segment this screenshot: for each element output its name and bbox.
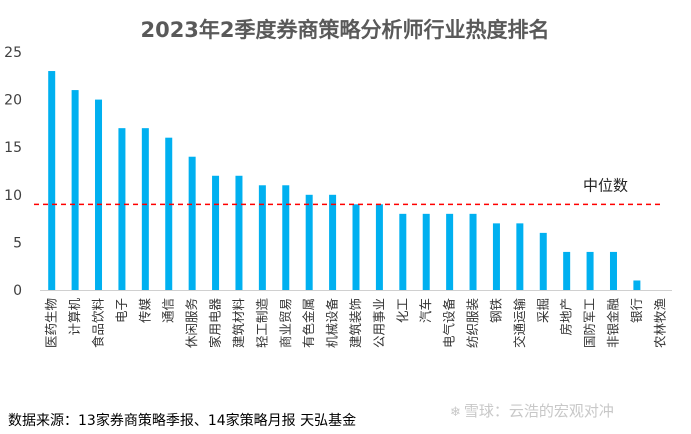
y-tick-label: 10 bbox=[4, 188, 22, 204]
bar bbox=[609, 251, 617, 290]
snowball-logo-icon: ❄ bbox=[450, 405, 461, 420]
x-category-label: 钢铁 bbox=[488, 298, 503, 324]
bar bbox=[141, 128, 149, 290]
bar bbox=[258, 185, 266, 290]
x-category-label: 汽车 bbox=[418, 298, 433, 323]
x-category-label: 建筑装饰 bbox=[348, 298, 363, 348]
y-tick-label: 0 bbox=[13, 283, 22, 299]
bar bbox=[539, 232, 547, 290]
x-category-label: 商业贸易 bbox=[278, 298, 293, 348]
x-category-label: 公用事业 bbox=[371, 298, 386, 348]
chart-title: 2023年2季度券商策略分析师行业热度排名 bbox=[140, 18, 549, 42]
y-tick-label: 25 bbox=[4, 45, 22, 61]
x-category-label: 食品饮料 bbox=[91, 298, 106, 349]
x-category-label: 纺织服装 bbox=[465, 298, 480, 348]
bar bbox=[352, 204, 360, 290]
bar bbox=[422, 213, 430, 290]
bar bbox=[305, 194, 313, 290]
bar-series bbox=[48, 71, 641, 290]
y-tick-label: 5 bbox=[13, 235, 22, 251]
x-category-label: 农林牧渔 bbox=[652, 298, 667, 348]
bar bbox=[633, 280, 641, 290]
x-axis-category-labels: 医药生物 计算机 食品饮料 电子 传媒 通信 休闲服务 家用电器 建筑材料 轻工制造 商业贸易 有色金… bbox=[44, 298, 668, 349]
watermark-text: 雪球：云浩的宏观对冲 bbox=[463, 402, 614, 420]
x-category-label: 医药生物 bbox=[44, 298, 59, 348]
x-category-label: 机械设备 bbox=[325, 298, 340, 349]
bar bbox=[235, 175, 243, 290]
x-category-label: 非银金融 bbox=[605, 298, 620, 349]
bar bbox=[165, 137, 173, 290]
bar bbox=[329, 194, 337, 290]
x-category-label: 交通运输 bbox=[512, 298, 527, 349]
bar bbox=[399, 213, 407, 290]
bar bbox=[563, 251, 571, 290]
x-category-label: 有色金属 bbox=[301, 298, 316, 348]
median-label: 中位数 bbox=[583, 176, 628, 194]
bar bbox=[516, 223, 524, 290]
y-tick-label: 15 bbox=[4, 140, 22, 156]
bar bbox=[375, 204, 383, 290]
x-category-label: 家用电器 bbox=[208, 298, 223, 349]
y-axis-ticks: 0 5 10 15 20 25 bbox=[4, 45, 22, 299]
x-category-label: 建筑材料 bbox=[231, 298, 246, 349]
source-note: 数据来源：13家券商策略季报、14家策略月报 天弘基金 bbox=[8, 413, 357, 429]
bar bbox=[48, 71, 56, 290]
x-category-label: 计算机 bbox=[67, 298, 82, 336]
x-category-label: 电气设备 bbox=[442, 298, 457, 349]
bar bbox=[71, 90, 79, 290]
bar bbox=[188, 156, 196, 290]
bar bbox=[118, 128, 126, 290]
bar bbox=[586, 251, 594, 290]
x-category-label: 休闲服务 bbox=[184, 298, 199, 348]
x-category-label: 传媒 bbox=[137, 298, 152, 324]
x-category-label: 国防军工 bbox=[582, 298, 597, 348]
x-category-label: 化工 bbox=[395, 298, 410, 323]
watermark: ❄ 雪球：云浩的宏观对冲 bbox=[450, 400, 614, 421]
x-category-label: 轻工制造 bbox=[254, 298, 269, 349]
x-category-label: 电子 bbox=[114, 298, 129, 323]
bar bbox=[95, 99, 103, 290]
x-category-label: 采掘 bbox=[535, 298, 550, 323]
x-category-label: 房地产 bbox=[559, 298, 574, 336]
x-category-label: 银行 bbox=[629, 298, 644, 323]
bar bbox=[469, 213, 477, 290]
bar bbox=[492, 223, 500, 290]
bar bbox=[446, 213, 454, 290]
y-tick-label: 20 bbox=[4, 93, 22, 109]
bar bbox=[212, 175, 220, 290]
x-category-label: 通信 bbox=[161, 298, 176, 323]
bar bbox=[282, 185, 290, 290]
